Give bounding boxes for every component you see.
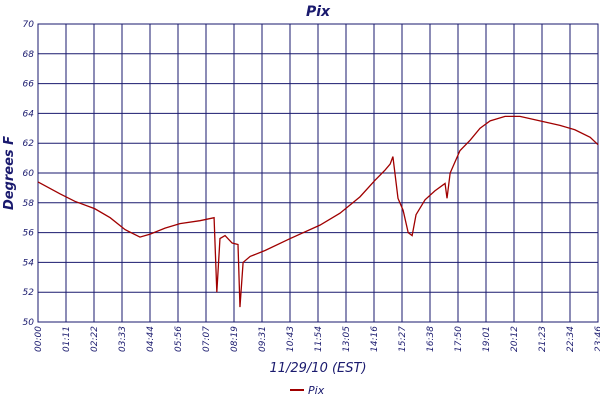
x-tick-label: 01:11 [62, 326, 72, 352]
y-tick-label: 50 [23, 318, 35, 328]
x-tick-label: 03:33 [118, 326, 128, 352]
chart-title: Pix [306, 4, 331, 20]
x-tick-label: 04:44 [146, 326, 156, 352]
x-axis-label: 11/29/10 (EST) [269, 361, 366, 376]
x-tick-label: 21:23 [538, 326, 548, 352]
y-tick-label: 68 [23, 50, 35, 60]
x-tick-label: 00:00 [34, 326, 44, 352]
data-line [37, 115, 599, 308]
x-tick-label: 07:07 [202, 326, 212, 352]
x-tick-label: 11:54 [314, 326, 324, 352]
x-tick-label: 13:05 [342, 326, 352, 352]
x-tick-label: 10:43 [286, 326, 296, 352]
x-tick-label: 17:50 [454, 326, 464, 352]
x-tick-label: 15:27 [398, 326, 408, 352]
y-tick-label: 64 [23, 109, 35, 119]
x-tick-label: 14:16 [370, 326, 380, 352]
x-tick-label: 08:19 [230, 326, 240, 352]
x-tick-label: 19:01 [482, 326, 492, 352]
x-tick-label: 20:12 [510, 326, 520, 352]
x-tick-label: 16:38 [426, 326, 436, 352]
x-tick-label: 02:22 [90, 326, 100, 352]
y-tick-label: 66 [23, 80, 35, 90]
x-tick-label: 23:46 [594, 326, 600, 352]
y-tick-label: 56 [23, 229, 35, 239]
x-tick-label: 05:56 [174, 326, 184, 352]
y-tick-label: 58 [23, 199, 35, 209]
x-tick-label: 22:34 [566, 326, 576, 352]
y-tick-label: 54 [23, 258, 35, 268]
x-tick-label: 09:31 [258, 326, 268, 352]
y-tick-label: 62 [23, 139, 35, 149]
legend-label: Pix [308, 384, 325, 397]
y-tick-label: 52 [23, 288, 35, 298]
y-axis-label: Degrees F [2, 136, 17, 210]
y-tick-label: 60 [23, 169, 35, 179]
y-tick-label: 70 [23, 20, 35, 30]
